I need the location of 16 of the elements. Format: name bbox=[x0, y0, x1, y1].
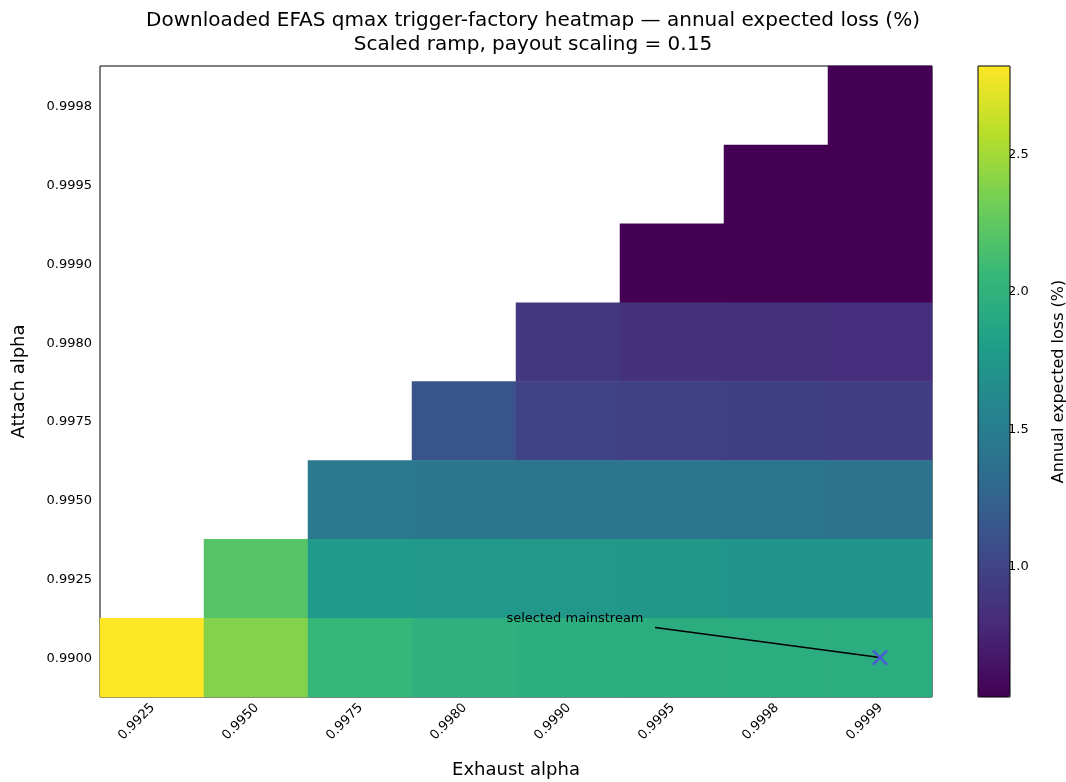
y-tick-label: 0.9990 bbox=[46, 255, 92, 271]
chart-subtitle: Scaled ramp, payout scaling = 0.15 bbox=[353, 31, 713, 55]
color-bar-label: 1.0 bbox=[1008, 557, 1029, 573]
y-tick-label: 0.9900 bbox=[46, 650, 92, 666]
color-bar-title: Annual expected loss (%) bbox=[1047, 279, 1066, 484]
y-tick-label: 0.9975 bbox=[46, 413, 92, 429]
y-tick-label: 0.9950 bbox=[46, 492, 92, 508]
y-tick-label: 0.9998 bbox=[46, 97, 92, 113]
annotation: selected mainstream bbox=[506, 610, 644, 626]
x-axis-title: Exhaust alpha bbox=[452, 757, 580, 779]
color-bar-label: 1.5 bbox=[1008, 420, 1029, 436]
y-axis-title: Attach alpha bbox=[6, 324, 28, 439]
y-tick-label: 0.9925 bbox=[46, 571, 92, 587]
y-tick-label: 0.9995 bbox=[46, 176, 92, 192]
chart-title: Downloaded EFAS qmax trigger-factory heatmap — annual expected loss (%) bbox=[146, 7, 920, 31]
y-tick-label: 0.9980 bbox=[46, 334, 92, 350]
